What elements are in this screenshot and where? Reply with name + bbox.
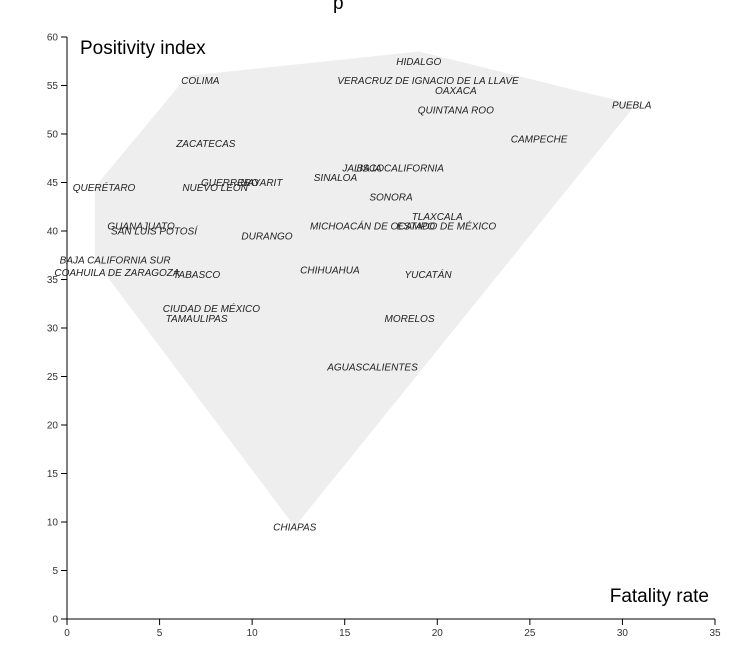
x-tick-label: 0 — [64, 628, 70, 639]
point-label: COLIMA — [181, 76, 220, 87]
point-label: JALISCO — [341, 163, 384, 174]
point-label: OAXACA — [435, 86, 477, 97]
y-tick-label: 45 — [47, 178, 59, 189]
convex-hull-layer — [94, 51, 636, 527]
x-tick-label: 25 — [524, 628, 536, 639]
y-axis-title: Positivity index — [80, 38, 206, 59]
x-tick-label: 10 — [247, 628, 259, 639]
y-tick-label: 50 — [47, 130, 59, 141]
point-label: YUCATÁN — [405, 268, 453, 281]
point-label: VERACRUZ DE IGNACIO DE LA LLAVE — [337, 76, 519, 87]
point-label: BAJA CALIFORNIA SUR — [60, 256, 171, 267]
point-label: NUEVO LEÓN — [182, 181, 248, 194]
chart-title-fragment: p — [333, 0, 344, 14]
y-tick-label: 60 — [47, 33, 59, 44]
point-label: HIDALGO — [396, 57, 441, 68]
y-tick-label: 40 — [47, 227, 59, 238]
convex-hull — [94, 51, 636, 527]
y-tick-label: 15 — [47, 469, 59, 480]
y-tick-label: 0 — [52, 615, 58, 626]
point-label: CIUDAD DE MÉXICO — [163, 302, 260, 315]
point-label: MORELOS — [385, 314, 435, 325]
y-tick-label: 10 — [47, 518, 59, 529]
point-label: TAMAULIPAS — [166, 314, 228, 325]
x-tick-label: 30 — [617, 628, 629, 639]
point-label: QUERÉTARO — [73, 181, 136, 194]
y-tick-label: 30 — [47, 324, 59, 335]
x-axis-title: Fatality rate — [610, 586, 709, 607]
point-label: DURANGO — [241, 231, 292, 242]
point-label: GUANAJUATO — [107, 222, 175, 233]
point-label: ZACATECAS — [175, 139, 236, 150]
point-label: PUEBLA — [612, 100, 652, 111]
y-tick-label: 35 — [47, 275, 59, 286]
point-label: GUERRERO — [201, 178, 259, 189]
point-label: SINALOA — [314, 173, 358, 184]
point-label: CHIHUAHUA — [300, 265, 360, 276]
point-label: SAN LUIS POTOSÍ — [111, 225, 199, 238]
point-label-layer: HIDALGO COLIMA VERACRUZ DE IGNACIO DE LA L… — [54, 57, 651, 534]
y-tick-label: 55 — [47, 81, 59, 92]
point-label: ESTADO DE MÉXICO — [397, 220, 496, 233]
axis-layer: 0 5 10 15 20 25 30 35 40 45 50 55 60 0 5 10 15 20 25 30 35 — [47, 33, 721, 640]
point-label: BAJA CALIFORNIA — [357, 163, 445, 174]
y-tick-label: 5 — [52, 566, 58, 577]
point-label: SONORA — [369, 193, 413, 204]
x-tick-label: 5 — [157, 628, 163, 639]
point-label: NAYARIT — [240, 178, 283, 189]
point-label: COAHUILA DE ZARAGOZA — [54, 268, 180, 279]
point-label: CHIAPAS — [273, 522, 316, 533]
x-tick-label: 20 — [432, 628, 444, 639]
y-tick-label: 20 — [47, 421, 59, 432]
y-tick-label: 25 — [47, 372, 59, 383]
point-label: AGUASCALIENTES — [326, 362, 418, 373]
point-label: CAMPECHE — [511, 134, 568, 145]
point-label: TLAXCALA — [412, 212, 463, 223]
point-label: TABASCO — [173, 270, 220, 281]
x-tick-label: 15 — [339, 628, 351, 639]
x-tick-label: 35 — [709, 628, 721, 639]
point-label: MICHOACÁN DE OCAMPO — [310, 220, 435, 233]
point-label: QUINTANA ROO — [418, 105, 494, 116]
